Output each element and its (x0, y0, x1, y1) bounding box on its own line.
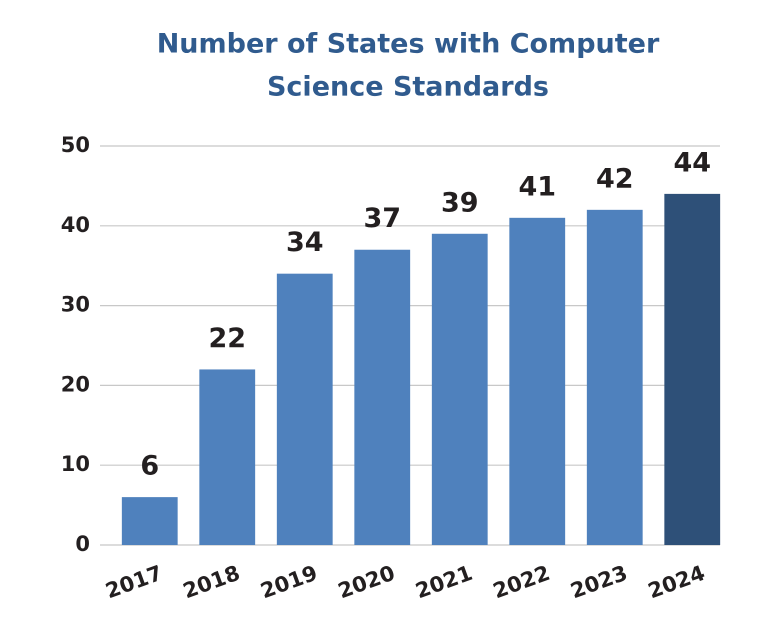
bar (276, 273, 333, 545)
y-tick-label: 20 (61, 372, 90, 396)
x-tick-label: 2024 (645, 561, 708, 604)
value-label: 39 (441, 187, 479, 218)
value-label: 34 (286, 227, 324, 258)
bar (664, 193, 721, 545)
y-tick-label: 10 (61, 452, 90, 476)
value-label: 37 (363, 203, 401, 234)
bar (199, 369, 256, 545)
value-label: 42 (596, 163, 634, 194)
y-tick-label: 40 (61, 213, 90, 237)
value-label: 41 (518, 171, 556, 202)
x-tick-label: 2017 (102, 561, 165, 604)
bar (586, 209, 643, 545)
chart-title: Science Standards (267, 72, 549, 103)
value-label: 22 (208, 323, 246, 354)
x-tick-label: 2018 (180, 561, 243, 604)
bar (354, 249, 411, 546)
x-tick-label: 2019 (257, 561, 320, 604)
x-tick-label: 2023 (567, 561, 630, 604)
bar (431, 233, 488, 545)
y-tick-label: 30 (61, 293, 90, 317)
value-label: 6 (140, 451, 159, 482)
x-tick-label: 2020 (335, 561, 398, 604)
y-tick-label: 50 (61, 133, 90, 157)
value-label: 44 (673, 147, 711, 178)
chart-title: Number of States with Computer (157, 29, 660, 60)
x-tick-label: 2021 (412, 561, 475, 604)
bar (509, 217, 566, 545)
y-tick-label: 0 (75, 532, 90, 556)
x-tick-label: 2022 (490, 561, 553, 604)
bar (121, 497, 178, 545)
